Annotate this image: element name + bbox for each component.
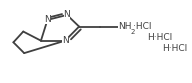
Text: H·HCl: H·HCl <box>147 33 172 42</box>
Text: N: N <box>44 15 51 24</box>
Text: 2: 2 <box>130 29 135 35</box>
Text: NH: NH <box>118 22 132 31</box>
Text: N: N <box>62 36 69 45</box>
Text: H·HCl: H·HCl <box>162 44 187 53</box>
Text: N: N <box>64 10 70 19</box>
Text: ·HCl: ·HCl <box>133 22 151 31</box>
